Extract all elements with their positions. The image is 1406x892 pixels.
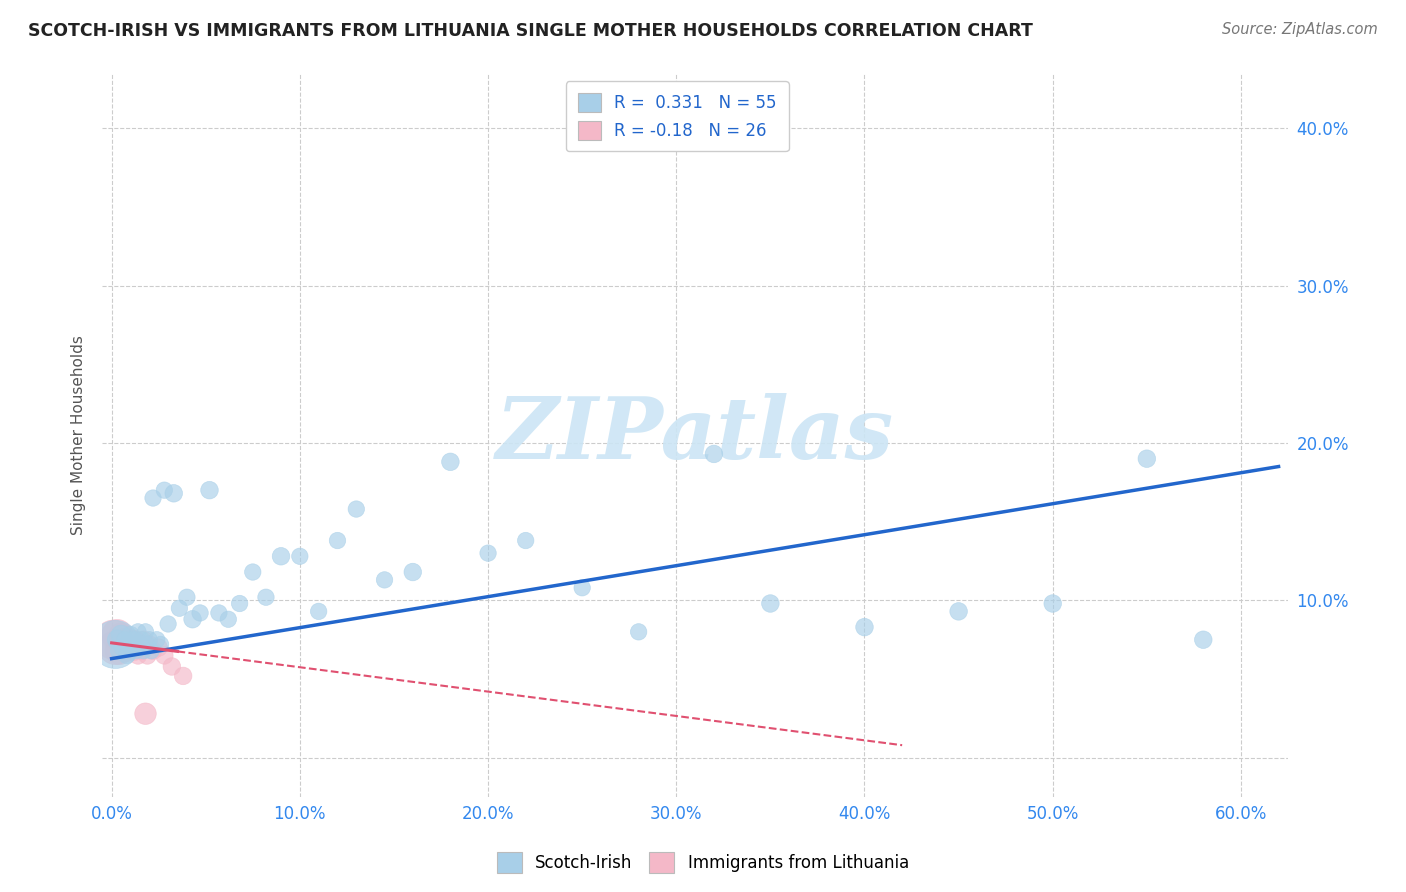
Point — [172, 669, 194, 683]
Point — [104, 640, 127, 655]
Point — [242, 565, 264, 579]
Point — [114, 632, 136, 647]
Point — [160, 659, 183, 673]
Point — [121, 640, 143, 655]
Point — [132, 632, 155, 647]
Point — [163, 486, 186, 500]
Point — [138, 637, 160, 651]
Y-axis label: Single Mother Households: Single Mother Households — [72, 335, 86, 535]
Point — [142, 491, 165, 505]
Text: Source: ZipAtlas.com: Source: ZipAtlas.com — [1222, 22, 1378, 37]
Point — [125, 644, 148, 658]
Text: SCOTCH-IRISH VS IMMIGRANTS FROM LITHUANIA SINGLE MOTHER HOUSEHOLDS CORRELATION C: SCOTCH-IRISH VS IMMIGRANTS FROM LITHUANI… — [28, 22, 1033, 40]
Point — [1136, 451, 1159, 466]
Point — [132, 644, 155, 658]
Point — [122, 644, 145, 658]
Point — [853, 620, 876, 634]
Point — [198, 483, 221, 498]
Legend: R =  0.331   N = 55, R = -0.18   N = 26: R = 0.331 N = 55, R = -0.18 N = 26 — [567, 81, 789, 152]
Point — [142, 644, 165, 658]
Point — [114, 632, 136, 647]
Point — [134, 624, 156, 639]
Point — [373, 573, 395, 587]
Point — [110, 628, 132, 642]
Point — [136, 648, 159, 663]
Point — [141, 644, 163, 658]
Point — [134, 640, 156, 655]
Point — [104, 637, 127, 651]
Point — [115, 644, 138, 658]
Point — [131, 644, 153, 658]
Point — [188, 606, 211, 620]
Point — [181, 612, 204, 626]
Legend: Scotch-Irish, Immigrants from Lithuania: Scotch-Irish, Immigrants from Lithuania — [491, 846, 915, 880]
Point — [477, 546, 499, 560]
Point — [117, 637, 139, 651]
Point — [105, 628, 128, 642]
Point — [120, 628, 142, 642]
Point — [1192, 632, 1215, 647]
Point — [148, 640, 170, 655]
Point — [627, 624, 650, 639]
Point — [153, 648, 176, 663]
Point — [146, 632, 169, 647]
Point — [759, 597, 782, 611]
Point — [326, 533, 349, 548]
Point — [344, 502, 367, 516]
Point — [111, 640, 134, 655]
Point — [134, 706, 156, 721]
Point — [439, 455, 461, 469]
Point — [308, 604, 330, 618]
Point — [131, 632, 153, 647]
Point — [228, 597, 250, 611]
Point — [217, 612, 239, 626]
Point — [120, 640, 142, 655]
Point — [127, 648, 149, 663]
Point — [136, 637, 159, 651]
Point — [128, 637, 150, 651]
Text: ZIPatlas: ZIPatlas — [496, 393, 894, 477]
Point — [110, 628, 132, 642]
Point — [157, 617, 180, 632]
Point — [128, 637, 150, 651]
Point — [270, 549, 292, 564]
Point — [948, 604, 970, 618]
Point — [254, 591, 277, 605]
Point — [122, 632, 145, 647]
Point — [111, 640, 134, 655]
Point — [108, 644, 131, 658]
Point — [121, 632, 143, 647]
Point — [571, 581, 593, 595]
Point — [125, 632, 148, 647]
Point — [1042, 597, 1064, 611]
Point — [208, 606, 231, 620]
Point — [138, 632, 160, 647]
Point — [153, 483, 176, 498]
Point — [176, 591, 198, 605]
Point — [703, 447, 725, 461]
Point — [149, 637, 172, 651]
Point — [169, 601, 191, 615]
Point — [127, 624, 149, 639]
Point — [515, 533, 537, 548]
Point — [105, 632, 128, 647]
Point — [103, 632, 125, 647]
Point — [402, 565, 425, 579]
Point — [288, 549, 311, 564]
Point — [108, 644, 131, 658]
Point — [115, 648, 138, 663]
Point — [117, 637, 139, 651]
